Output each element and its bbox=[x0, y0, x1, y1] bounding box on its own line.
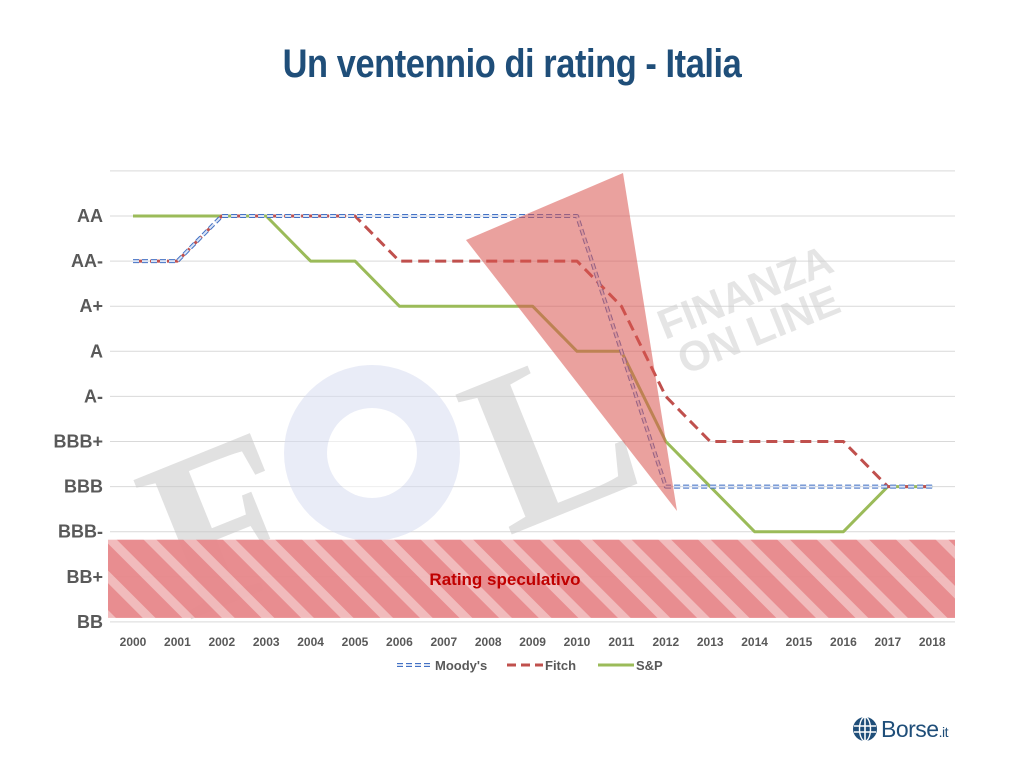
speculative-label: Rating speculativo bbox=[429, 570, 580, 589]
y-tick-label: BBB+ bbox=[53, 432, 103, 452]
globe-icon bbox=[853, 716, 877, 742]
x-tick-label: 2016 bbox=[830, 635, 857, 649]
y-tick-label: AA- bbox=[71, 251, 103, 271]
x-tick-label: 2001 bbox=[164, 635, 191, 649]
x-tick-label: 2006 bbox=[386, 635, 413, 649]
x-axis-labels: 2000 2001 2002 2003 2004 2005 2006 2007 2008 2009… bbox=[120, 635, 946, 649]
x-tick-label: 2004 bbox=[297, 635, 324, 649]
x-tick-label: 2011 bbox=[608, 635, 634, 649]
chart-title: Un ventennio di rating - Italia bbox=[282, 42, 742, 86]
x-tick-label: 2018 bbox=[919, 635, 946, 649]
x-tick-label: 2012 bbox=[652, 635, 679, 649]
logo-text: Borse.it bbox=[881, 715, 949, 742]
x-tick-label: 2015 bbox=[786, 635, 813, 649]
y-tick-label: A+ bbox=[79, 296, 103, 316]
x-tick-label: 2007 bbox=[430, 635, 457, 649]
y-tick-label: A- bbox=[84, 386, 103, 406]
y-axis-labels: BB BB+ BBB- BBB BBB+ A- A A+ AA- AA bbox=[53, 206, 103, 632]
legend: Moody's Fitch S&P bbox=[397, 658, 663, 673]
decline-triangle bbox=[466, 173, 677, 511]
x-tick-label: 2014 bbox=[741, 635, 768, 649]
legend-item: Fitch bbox=[507, 658, 576, 673]
borse-logo: Borse.it bbox=[852, 712, 949, 746]
legend-item: S&P bbox=[598, 658, 663, 673]
legend-label: S&P bbox=[636, 658, 663, 673]
y-tick-label: BBB bbox=[64, 477, 103, 497]
legend-label: Fitch bbox=[545, 658, 576, 673]
y-tick-label: BBB- bbox=[58, 522, 103, 542]
x-tick-label: 2009 bbox=[519, 635, 546, 649]
speculative-band-rect bbox=[108, 539, 955, 618]
x-tick-label: 2003 bbox=[253, 635, 280, 649]
x-tick-label: 2017 bbox=[874, 635, 901, 649]
legend-label: Moody's bbox=[435, 658, 487, 673]
legend-item: Moody's bbox=[397, 658, 487, 673]
x-tick-label: 2000 bbox=[120, 635, 147, 649]
x-tick-label: 2010 bbox=[564, 635, 591, 649]
x-tick-label: 2013 bbox=[697, 635, 724, 649]
y-tick-label: BB bbox=[77, 612, 103, 632]
speculative-band: Rating speculativo bbox=[108, 539, 955, 618]
y-tick-label: AA bbox=[77, 206, 103, 226]
y-tick-label: A bbox=[90, 341, 103, 361]
x-tick-label: 2002 bbox=[208, 635, 235, 649]
y-tick-label: BB+ bbox=[66, 567, 103, 587]
x-tick-label: 2008 bbox=[475, 635, 502, 649]
x-tick-label: 2005 bbox=[342, 635, 369, 649]
